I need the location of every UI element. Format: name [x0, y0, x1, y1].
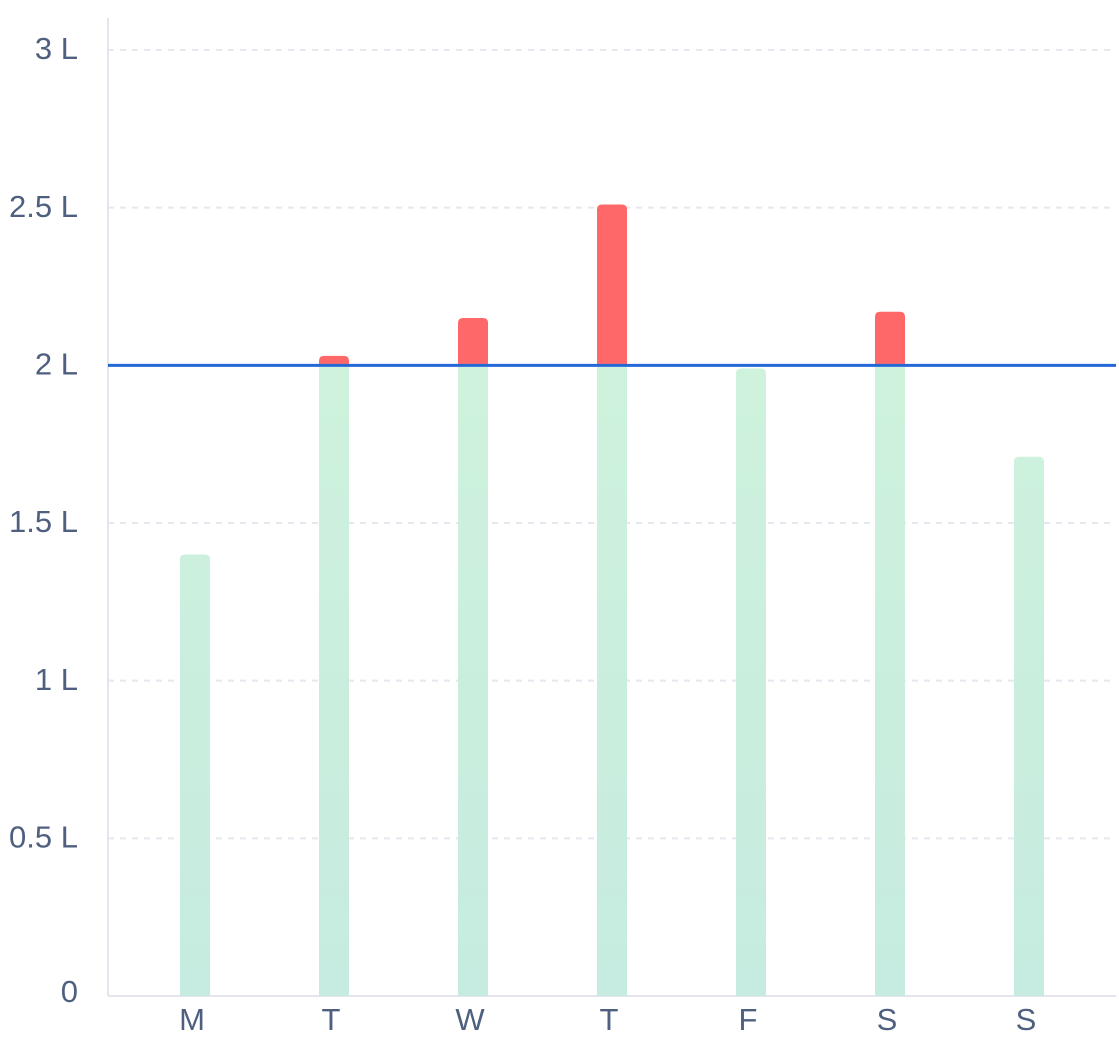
x-tick-label: S: [877, 1002, 898, 1037]
bar-excess: [458, 318, 488, 366]
y-tick-label: 0.5 L: [9, 820, 78, 855]
x-tick-label: F: [739, 1002, 758, 1037]
bar-group: [458, 318, 488, 996]
bar-group: [319, 355, 349, 996]
y-tick-label: 2.5 L: [9, 189, 78, 224]
y-tick-label: 2 L: [35, 347, 78, 382]
x-tick-label: M: [179, 1002, 205, 1037]
bar-group: [875, 311, 905, 996]
y-tick-label: 1.5 L: [9, 504, 78, 539]
x-tick-label: W: [455, 1002, 485, 1037]
bar-group: [736, 368, 766, 996]
bar: [597, 365, 627, 996]
x-tick-label: S: [1016, 1002, 1037, 1037]
bar: [736, 368, 766, 996]
bar-group: [1014, 456, 1044, 996]
y-tick-label: 1 L: [35, 662, 78, 697]
bar-excess: [875, 311, 905, 366]
x-tick-label: T: [600, 1002, 619, 1037]
bar: [1014, 456, 1044, 996]
bar-group: [597, 204, 627, 996]
bar: [180, 554, 210, 996]
y-tick-labels: 0 0.5 L 1 L 1.5 L 2 L 2.5 L 3 L: [9, 31, 78, 1009]
bar: [458, 365, 488, 996]
bar: [319, 365, 349, 996]
bar-excess: [319, 355, 349, 366]
bar-group: [180, 554, 210, 996]
bar: [875, 365, 905, 996]
y-tick-label: 3 L: [35, 31, 78, 66]
y-tick-label: 0: [61, 974, 78, 1009]
bar-excess: [597, 204, 627, 366]
bars: [180, 204, 1044, 996]
x-tick-label: T: [322, 1002, 341, 1037]
